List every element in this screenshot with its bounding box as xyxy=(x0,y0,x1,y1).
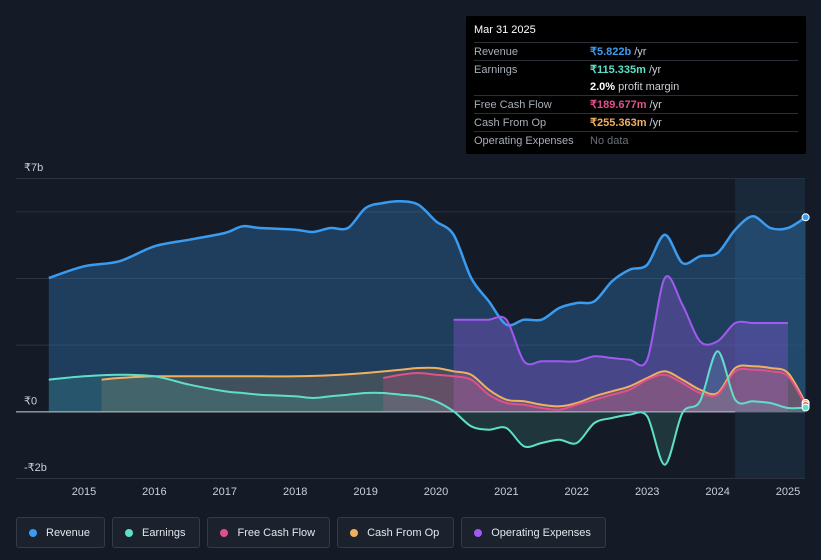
legend-label: Revenue xyxy=(46,526,91,539)
tooltip-value: ₹115.335m xyxy=(590,64,646,76)
earnings-line xyxy=(48,350,806,466)
series-lines xyxy=(48,200,807,466)
x-tick-label: 2023 xyxy=(635,486,659,498)
tooltip-value: ₹255.363m xyxy=(590,117,647,129)
x-tick-label: 2021 xyxy=(494,486,518,498)
revenue-line xyxy=(48,200,807,327)
tooltip-row-revenue: Revenue ₹5.822b /yr xyxy=(474,42,798,60)
tooltip-row-opex: Operating Expenses No data xyxy=(474,131,798,149)
revenue-endpoint xyxy=(801,213,810,222)
legend-dot-icon xyxy=(220,528,229,537)
financial-chart: ₹7b₹0-₹2b 2015 2016 2017 2018 2019 2020 2021 20… xyxy=(16,162,810,498)
series-areas xyxy=(48,201,806,465)
legend-item-cash-from-op[interactable]: Cash From Op xyxy=(337,517,455,548)
operating-expenses-line xyxy=(453,275,788,367)
tooltip-row-fcf: Free Cash Flow ₹189.677m /yr xyxy=(474,95,798,113)
legend-label: Free Cash Flow xyxy=(237,526,316,539)
tooltip-label: Operating Expenses xyxy=(474,134,574,147)
tooltip-value: ₹189.677m xyxy=(590,99,647,111)
tooltip-row-earnings: Earnings ₹115.335m /yr xyxy=(474,60,798,78)
chart-gridlines xyxy=(16,178,805,479)
tooltip-value: 2.0% xyxy=(590,80,616,93)
x-tick-label: 2016 xyxy=(142,486,166,498)
tooltip-date: Mar 31 2025 xyxy=(474,24,536,36)
legend-dot-icon xyxy=(29,528,37,537)
series-endpoints xyxy=(801,213,810,412)
tooltip-label: Cash From Op xyxy=(474,116,547,129)
x-tick-label: 2025 xyxy=(776,486,800,498)
x-tick-label: 2015 xyxy=(72,486,96,498)
legend-dot-icon xyxy=(474,528,483,537)
legend-label: Earnings xyxy=(142,526,186,539)
tooltip-unit: /yr xyxy=(649,116,662,129)
cash-from-op-line xyxy=(101,364,807,408)
free-cash-flow-line xyxy=(383,368,807,411)
operating-expenses-area xyxy=(453,276,788,412)
legend-dot-icon xyxy=(125,528,134,537)
tooltip-value: No data xyxy=(590,134,629,147)
y-tick-label: -₹2b xyxy=(24,462,47,474)
tooltip-row-margin: 2.0% profit margin xyxy=(474,78,798,95)
legend-item-earnings[interactable]: Earnings xyxy=(112,517,201,548)
legend-item-operating-expenses[interactable]: Operating Expenses xyxy=(461,517,606,548)
legend-dot-icon xyxy=(350,528,359,537)
x-tick-label: 2019 xyxy=(353,486,377,498)
tooltip-value: ₹5.822b xyxy=(590,46,632,58)
x-tick-label: 2018 xyxy=(283,486,307,498)
x-tick-label: 2020 xyxy=(424,486,448,498)
chart-legend: Revenue Earnings Free Cash Flow Cash Fro… xyxy=(16,517,606,548)
legend-item-revenue[interactable]: Revenue xyxy=(16,517,106,548)
earnings-endpoint xyxy=(801,403,810,412)
tooltip-row-cfo: Cash From Op ₹255.363m /yr xyxy=(474,113,798,131)
tooltip-label: Revenue xyxy=(474,45,519,58)
tooltip-unit: /yr xyxy=(634,45,647,58)
tooltip-panel: Mar 31 2025 Revenue ₹5.822b /yr Earnings… xyxy=(466,16,806,154)
tooltip-unit: profit margin xyxy=(618,80,680,93)
y-tick-label: ₹7b xyxy=(24,162,43,174)
x-axis-labels: 2015 2016 2017 2018 2019 2020 2021 2022 2023 2024… xyxy=(72,486,800,498)
y-tick-label: ₹0 xyxy=(24,395,37,407)
x-tick-label: 2024 xyxy=(705,486,729,498)
legend-item-free-cash-flow[interactable]: Free Cash Flow xyxy=(207,517,331,548)
y-axis-labels: ₹7b ₹0 -₹2b xyxy=(24,162,47,474)
tooltip-label: Free Cash Flow xyxy=(474,98,552,111)
x-tick-label: 2022 xyxy=(565,486,589,498)
tooltip-unit: /yr xyxy=(649,98,662,111)
legend-label: Operating Expenses xyxy=(491,526,591,539)
earnings-area xyxy=(48,351,806,465)
tooltip-label: Earnings xyxy=(474,63,518,76)
x-tick-label: 2017 xyxy=(213,486,237,498)
tooltip-unit: /yr xyxy=(648,63,662,76)
legend-label: Cash From Op xyxy=(367,526,440,539)
